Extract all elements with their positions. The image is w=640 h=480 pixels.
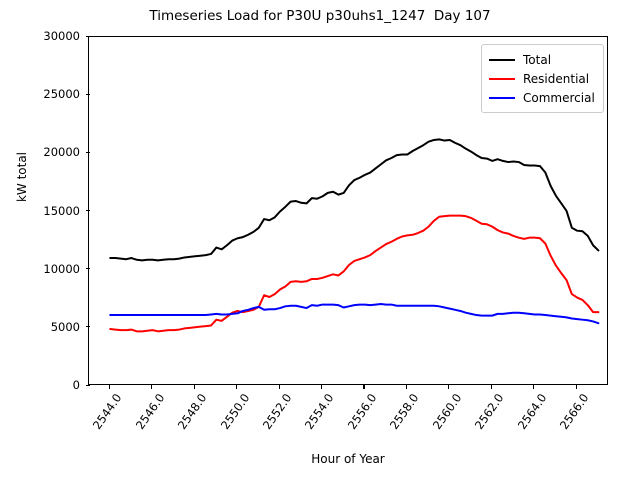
x-tick-label: 2560.0 bbox=[429, 391, 465, 433]
y-tick-label: 30000 bbox=[43, 29, 80, 43]
legend-label: Commercial bbox=[523, 90, 595, 105]
y-axis-tick-labels: 0 5000 10000 15000 20000 25000 30000 bbox=[0, 29, 80, 392]
x-tick-label: 2552.0 bbox=[259, 391, 295, 433]
x-tick-label: 2558.0 bbox=[387, 391, 422, 433]
x-tick-label: 2544.0 bbox=[90, 391, 125, 433]
plot-area bbox=[88, 36, 608, 385]
legend-item-residential[interactable]: Residential bbox=[489, 69, 595, 88]
legend-swatch-icon bbox=[489, 96, 515, 99]
chart-title: Timeseries Load for P30U p30uhs1_1247 Da… bbox=[149, 8, 491, 24]
plot-lines bbox=[109, 138, 600, 333]
x-tick-label: 2562.0 bbox=[472, 391, 507, 433]
series-line-total bbox=[109, 138, 600, 262]
x-tick-label: 2546.0 bbox=[132, 391, 168, 433]
x-axis-label: Hour of Year bbox=[311, 452, 385, 466]
x-tick-label: 2550.0 bbox=[217, 391, 253, 433]
x-tick-label: 2564.0 bbox=[514, 391, 550, 433]
x-tick-label: 2556.0 bbox=[344, 391, 380, 433]
series-line-residential bbox=[109, 214, 600, 333]
legend-item-total[interactable]: Total bbox=[489, 50, 595, 69]
y-tick-label: 0 bbox=[72, 378, 80, 392]
y-tick-label: 10000 bbox=[43, 261, 80, 276]
y-tick-label: 25000 bbox=[43, 87, 80, 102]
y-tick-label: 5000 bbox=[50, 319, 80, 334]
chart-legend: Total Residential Commercial bbox=[481, 44, 604, 113]
x-tick-label: 2548.0 bbox=[175, 391, 210, 433]
x-axis-tick-labels: 2544.0 2546.0 2548.0 2550.0 2552.0 2554.0 2556… bbox=[88, 391, 608, 461]
x-tick-label: 2554.0 bbox=[302, 391, 337, 433]
legend-item-commercial[interactable]: Commercial bbox=[489, 88, 595, 107]
y-tick-label: 20000 bbox=[43, 145, 80, 160]
legend-swatch-icon bbox=[489, 58, 515, 61]
legend-swatch-icon bbox=[489, 77, 515, 80]
legend-label: Residential bbox=[523, 71, 590, 86]
x-tick-label: 2566.0 bbox=[557, 391, 592, 433]
legend-label: Total bbox=[523, 52, 552, 67]
series-line-commercial bbox=[109, 302, 600, 325]
y-tick-label: 15000 bbox=[43, 203, 80, 218]
